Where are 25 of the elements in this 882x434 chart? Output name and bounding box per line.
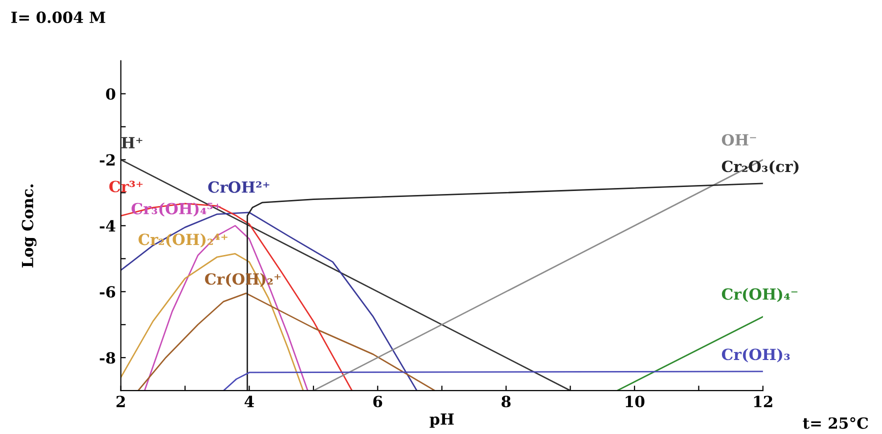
series-label: CrOH²⁺: [208, 181, 270, 193]
x-tick-label: 12: [754, 396, 772, 408]
line-series: [120, 202, 353, 391]
x-tick-label: 4: [244, 396, 254, 408]
y-tick-label: -4: [100, 220, 116, 232]
series-label: Cr(OH)₃: [722, 348, 790, 362]
text: t= 25°C: [802, 417, 868, 429]
x-tick-label: 10: [626, 396, 644, 408]
y-tick-label: 0: [106, 88, 116, 100]
series-label: H⁺: [122, 137, 142, 148]
y-tick-label: -8: [100, 352, 116, 364]
y-axis-title: Log Conc.: [22, 184, 37, 268]
chart-title: I= 0.004 M: [11, 12, 106, 24]
y-tick-label: -6: [100, 286, 116, 298]
x-tick-label: 6: [373, 396, 382, 408]
y-tick-label: -2: [100, 154, 115, 166]
line-series: [120, 253, 304, 391]
line-series: [137, 292, 436, 391]
line-series: [222, 370, 763, 391]
series-label: OH⁻: [722, 134, 756, 146]
series-label: Cr₂O₃(cr): [722, 160, 799, 174]
x-tick-label: 2: [116, 396, 125, 408]
x-tick-label: 8: [502, 396, 511, 408]
x-axis-title: pH: [430, 413, 454, 428]
series-label: Cr(OH)₄⁻: [722, 288, 798, 302]
